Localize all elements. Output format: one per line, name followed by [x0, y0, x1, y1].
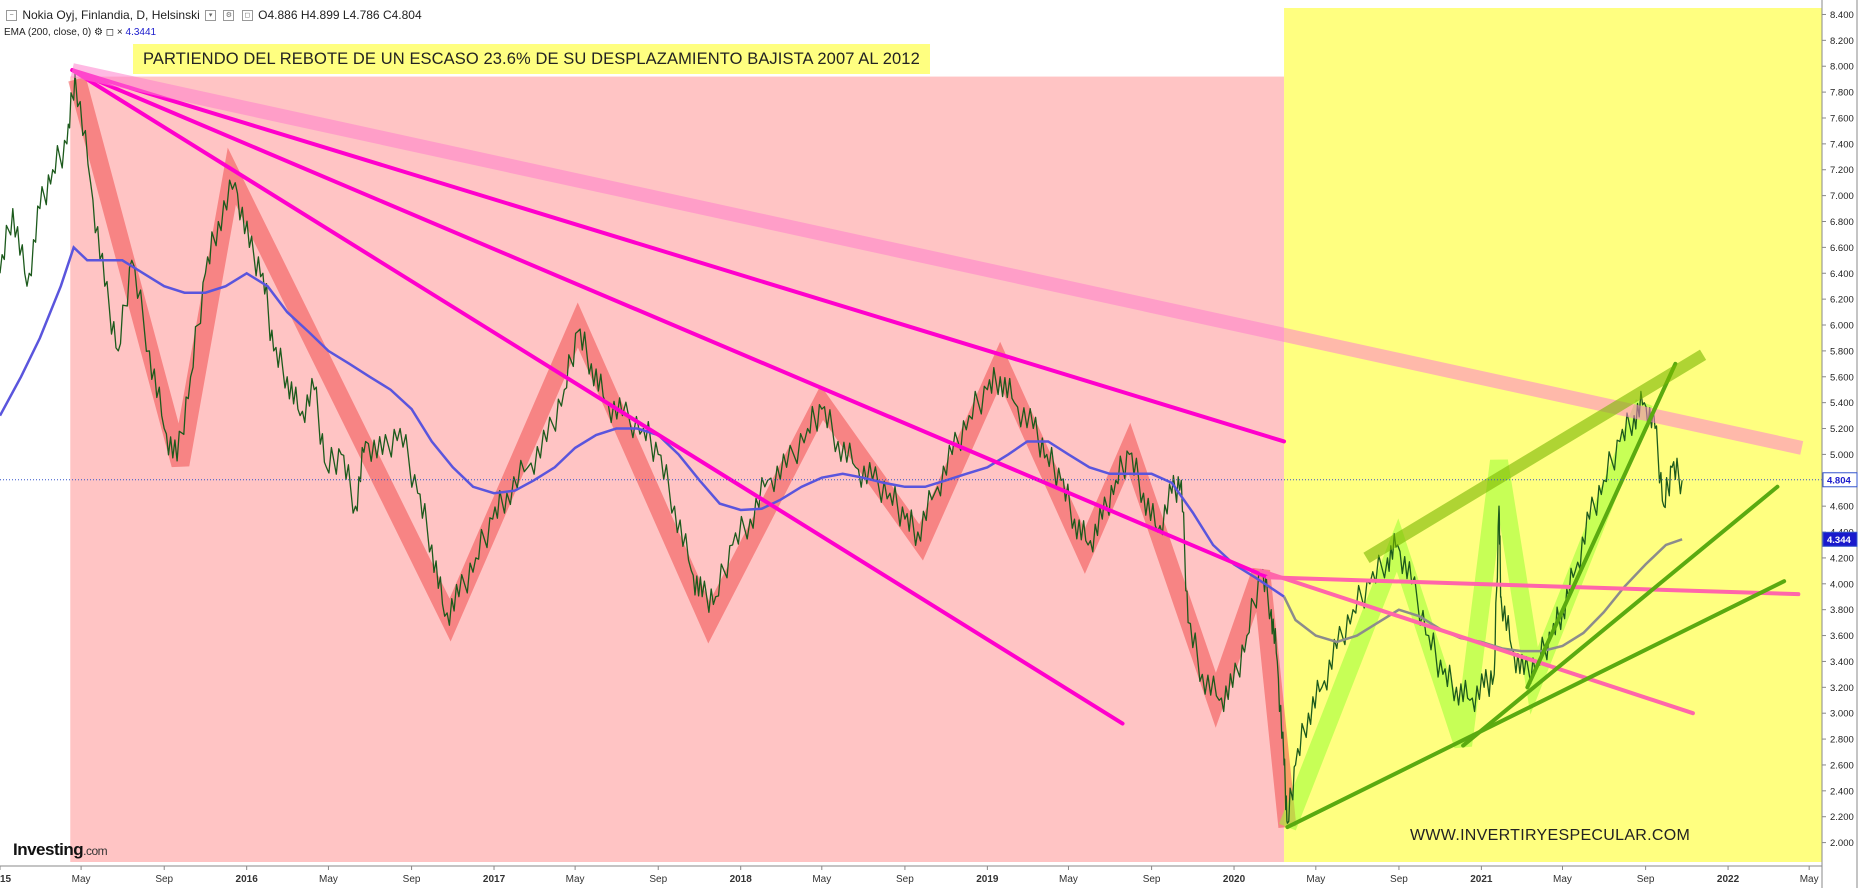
x-tick-label: May	[319, 874, 338, 885]
y-tick-label: 2.000	[1830, 838, 1854, 849]
ema-line-bearish	[0, 245, 1285, 598]
y-tick-label: 7.000	[1830, 191, 1854, 202]
y-tick-label: 3.800	[1830, 605, 1854, 616]
y-tick-label: 5.400	[1830, 398, 1854, 409]
x-tick-label: Sep	[403, 874, 421, 885]
magenta-line-1	[70, 68, 1125, 726]
y-tick-label: 2.800	[1830, 735, 1854, 746]
x-tick-label: Sep	[155, 874, 173, 885]
chart-header: − Nokia Oyj, Finlandia, D, Helsinski ▾ ⚙…	[4, 8, 422, 22]
x-tick-label: May	[1553, 874, 1572, 885]
x-tick-label: May	[812, 874, 831, 885]
x-tick-label: Sep	[1143, 874, 1161, 885]
x-tick-label: May	[566, 874, 585, 885]
x-tick-label: 2019	[976, 874, 999, 885]
y-tick-label: 8.000	[1830, 62, 1854, 73]
ema-marker-box	[1822, 531, 1858, 547]
logo-text: Investing	[13, 840, 84, 859]
annotation-banner: PARTIENDO DEL REBOTE DE UN ESCASO 23.6% …	[133, 44, 930, 74]
x-tick-label: Sep	[896, 874, 914, 885]
y-tick-label: 6.400	[1830, 269, 1854, 280]
symbol-title: Nokia Oyj, Finlandia, D, Helsinski	[22, 8, 200, 22]
magenta-line-3	[70, 68, 1287, 444]
pink-line-wide	[70, 63, 1804, 455]
x-tick-label: Sep	[1390, 874, 1408, 885]
y-tick-label: 6.800	[1830, 217, 1854, 228]
symbol-dropdown-icon[interactable]: ▾	[205, 10, 217, 22]
x-tick-label: 2022	[1717, 874, 1740, 885]
x-tick-label: 2020	[1223, 874, 1246, 885]
x-tick-label: May	[1059, 874, 1078, 885]
green-support-3	[1525, 361, 1678, 690]
collapse-icon[interactable]: −	[6, 10, 17, 22]
y-tick-label: 3.000	[1830, 709, 1854, 720]
y-tick-label: 3.600	[1830, 631, 1854, 642]
pink-line-channel	[1259, 568, 1695, 716]
indicator-header: EMA (200, close, 0) ⚙ ◻ × 4.3441	[4, 27, 156, 38]
y-tick-label: 6.000	[1830, 321, 1854, 332]
indicator-settings-icon[interactable]: ⚙	[94, 27, 104, 38]
y-tick-label: 5.000	[1830, 450, 1854, 461]
indicator-hide-icon[interactable]: ◻	[105, 27, 115, 38]
y-tick-label: 7.600	[1830, 113, 1854, 124]
open-value: O4.886	[258, 8, 298, 22]
y-tick-label: 7.200	[1830, 165, 1854, 176]
y-tick-label: 8.400	[1830, 10, 1854, 21]
bearish-zone	[70, 76, 1285, 862]
x-tick-label: 2018	[730, 874, 753, 885]
x-tick-label: 2016	[236, 874, 259, 885]
green-resistance	[1363, 349, 1707, 564]
green-support-1	[1285, 579, 1787, 830]
x-tick-label: May	[72, 874, 91, 885]
x-tick-label: May	[1306, 874, 1325, 885]
last-price-marker-box	[1822, 472, 1858, 488]
y-tick-label: 5.800	[1830, 346, 1854, 357]
y-tick-label: 6.600	[1830, 243, 1854, 254]
y-tick-label: 8.200	[1830, 36, 1854, 47]
pink-line-lower	[1265, 575, 1801, 597]
price-series	[0, 72, 1683, 824]
x-tick-label: 2021	[1470, 874, 1493, 885]
x-tick-label: May	[1800, 874, 1819, 885]
green-support-2	[1461, 484, 1780, 748]
y-tick-label: 7.400	[1830, 139, 1854, 150]
y-tick-label: 4.000	[1830, 579, 1854, 590]
x-tick-label: Sep	[1637, 874, 1655, 885]
y-tick-label: 4.600	[1830, 502, 1854, 513]
ema-marker-label: 4.344	[1827, 535, 1851, 546]
y-tick-label: 5.200	[1830, 424, 1854, 435]
investing-logo: Investing.com	[13, 840, 108, 860]
y-tick-label: 5.600	[1830, 372, 1854, 383]
indicator-label: EMA (200, close, 0)	[4, 27, 92, 38]
y-tick-label: 3.400	[1830, 657, 1854, 668]
hide-icon[interactable]: ◻	[241, 10, 253, 22]
y-tick-label: 3.200	[1830, 683, 1854, 694]
y-tick-label: 2.200	[1830, 812, 1854, 823]
y-tick-label: 4.200	[1830, 553, 1854, 564]
settings-icon[interactable]: ⚙	[223, 10, 235, 22]
close-value: C4.804	[382, 8, 422, 22]
low-value: L4.786	[342, 8, 380, 22]
x-tick-label: 2017	[483, 874, 506, 885]
indicator-value: 4.3441	[125, 27, 157, 38]
watermark-text: WWW.INVERTIRYESPECULAR.COM	[1410, 827, 1691, 844]
y-tick-label: 2.600	[1830, 760, 1854, 771]
indicator-remove-icon[interactable]: ×	[116, 27, 123, 38]
logo-suffix: .com	[83, 844, 108, 858]
last-price-marker-label: 4.804	[1827, 475, 1851, 486]
x-tick-label: 2015	[0, 874, 12, 885]
y-tick-label: 2.400	[1830, 786, 1854, 797]
x-tick-label: Sep	[649, 874, 667, 885]
y-tick-label: 7.800	[1830, 88, 1854, 99]
magenta-line-2	[70, 68, 1270, 580]
high-value: H4.899	[300, 8, 340, 22]
y-tick-label: 6.200	[1830, 295, 1854, 306]
